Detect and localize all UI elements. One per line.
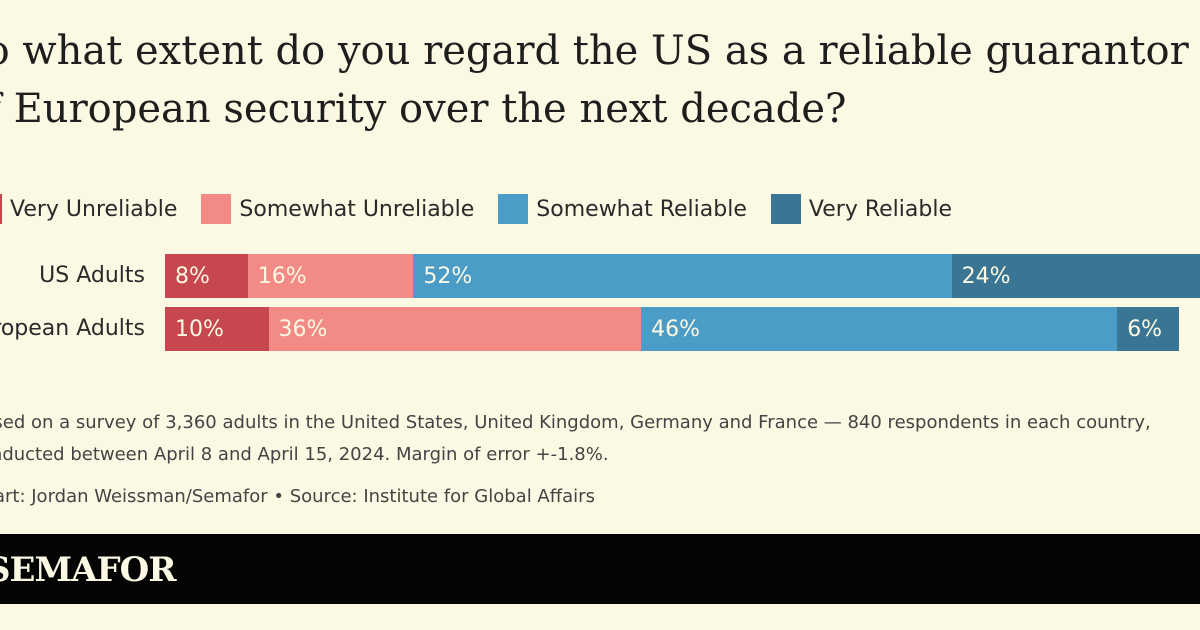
bar-segment-0-1: 16%	[247, 254, 414, 298]
survey-note-line-2: conducted between April 8 and April 15, …	[0, 444, 609, 465]
bar-segment-0-0: 8%	[165, 254, 248, 298]
legend: Very Unreliable Somewhat Unreliable Somewh…	[0, 192, 976, 226]
legend-swatch-0	[0, 194, 2, 224]
legend-swatch-1	[201, 194, 232, 224]
legend-item-3: Very Reliable	[770, 194, 952, 224]
credit-line: Chart: Jordan Weissman/Semafor • Source:…	[0, 486, 595, 507]
bar-segment-1-0: 10%	[165, 307, 269, 351]
bar-segment-1-2: 46%	[641, 307, 1118, 351]
row-label-0: US Adults	[39, 263, 145, 288]
footer-bar: SEMAFOR	[0, 534, 1200, 604]
legend-item-1: Somewhat Unreliable	[201, 194, 474, 224]
legend-label-1: Somewhat Unreliable	[239, 196, 475, 222]
legend-item-0: Very Unreliable	[0, 194, 177, 224]
legend-swatch-3	[770, 194, 801, 224]
bar-row-1: 10% 36% 46% 6%	[165, 307, 1200, 351]
title-line-1: To what extent do you regard the US as a…	[0, 28, 1189, 74]
bar-segment-0-2: 52%	[413, 254, 952, 298]
legend-label-0: Very Unreliable	[10, 196, 178, 222]
title-line-2: of European security over the next decad…	[0, 86, 847, 132]
semafor-logo: SEMAFOR	[0, 550, 176, 590]
legend-label-3: Very Reliable	[808, 196, 952, 222]
bar-segment-0-3: 24%	[951, 254, 1200, 298]
bar-row-0: 8% 16% 52% 24%	[165, 254, 1200, 298]
survey-note-line-1: Based on a survey of 3,360 adults in the…	[0, 412, 1151, 433]
row-label-1: European Adults	[0, 316, 145, 341]
chart-title: To what extent do you regard the US as a…	[0, 22, 1200, 138]
legend-item-2: Somewhat Reliable	[498, 194, 747, 224]
legend-label-2: Somewhat Reliable	[536, 196, 747, 222]
legend-swatch-2	[498, 194, 529, 224]
bar-segment-1-3: 6%	[1117, 307, 1180, 351]
bar-segment-1-1: 36%	[268, 307, 642, 351]
